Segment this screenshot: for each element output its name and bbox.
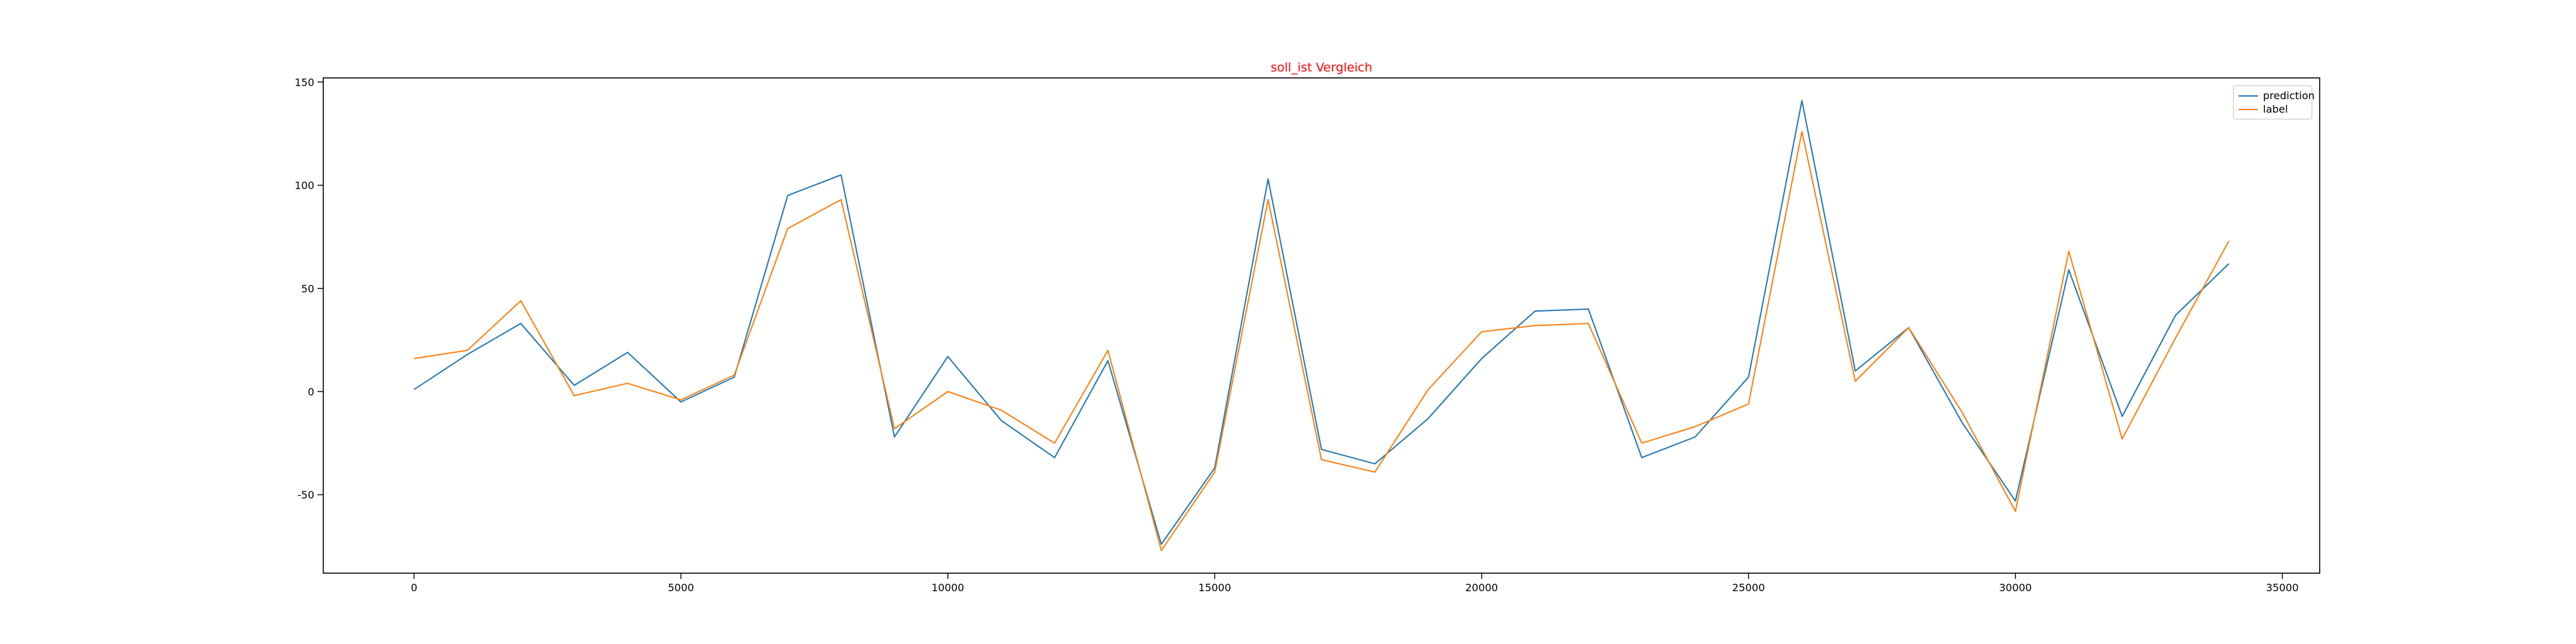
legend-label-prediction: prediction: [2263, 90, 2315, 102]
x-tick-label: 15000: [1198, 582, 1231, 594]
legend-label-label: label: [2263, 103, 2288, 115]
x-tick-label: 35000: [2266, 582, 2299, 594]
y-tick-label: 0: [308, 386, 314, 398]
x-tick-label: 10000: [931, 582, 964, 594]
x-tick-label: 20000: [1465, 582, 1498, 594]
x-tick-label: 25000: [1732, 582, 1765, 594]
y-tick-label: 100: [294, 180, 314, 192]
axis-layer: 0 5000 10000 15000 20000 25000 30000 35000 -50 0 5…: [294, 76, 2298, 594]
chart-title: soll_ist Vergleich: [1271, 61, 1372, 75]
series-line-prediction: [413, 100, 2230, 545]
y-tick-label: 150: [294, 76, 314, 88]
y-tick-label: -50: [298, 489, 314, 501]
x-tick-label: 30000: [1999, 582, 2032, 594]
y-tick-label: 50: [301, 283, 314, 295]
x-tick-label: 0: [411, 582, 417, 594]
plot-layer: [413, 100, 2230, 551]
legend-box: [2233, 85, 2313, 120]
series-line-label: [413, 131, 2230, 551]
x-tick-label: 5000: [668, 582, 694, 594]
plot-frame: [323, 77, 2320, 574]
